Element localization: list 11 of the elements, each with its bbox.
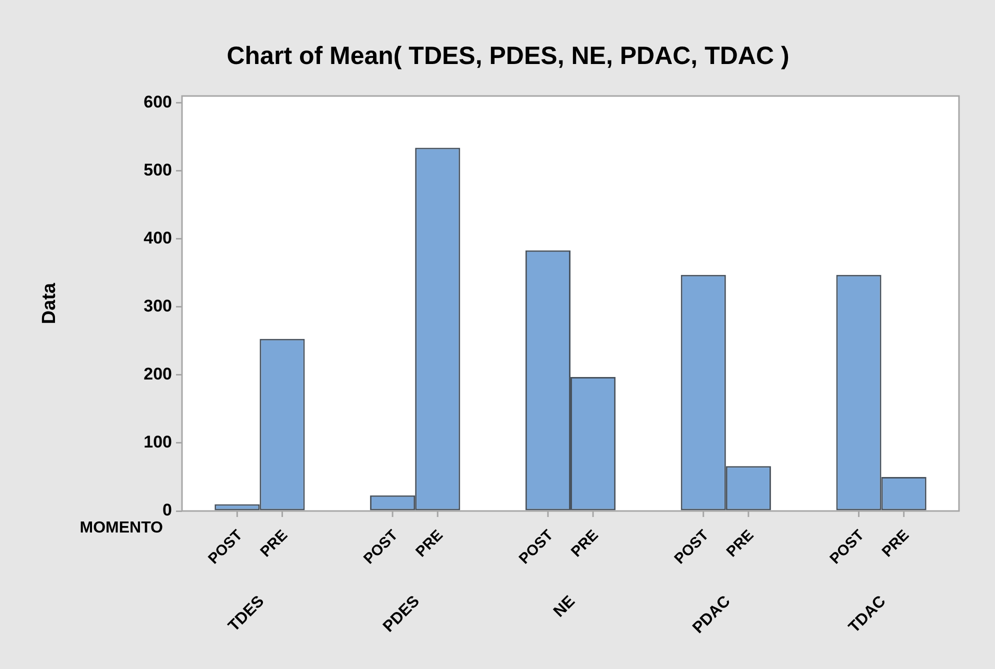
y-tick-label: 400: [144, 228, 172, 248]
y-tick-label: 300: [144, 296, 172, 316]
x-tick-label: NE: [550, 592, 579, 621]
y-tick-label: 200: [144, 364, 172, 384]
x-axis-title: MOMENTO: [80, 519, 163, 536]
y-tick-label: 600: [144, 92, 172, 112]
y-tick-label: 100: [144, 432, 172, 452]
chart-title: Chart of Mean( TDES, PDES, NE, PDAC, TDAC ): [226, 42, 790, 70]
y-axis-title: Data: [39, 282, 60, 324]
y-tick-label: 500: [144, 160, 172, 180]
y-tick-label: 0: [162, 500, 172, 520]
